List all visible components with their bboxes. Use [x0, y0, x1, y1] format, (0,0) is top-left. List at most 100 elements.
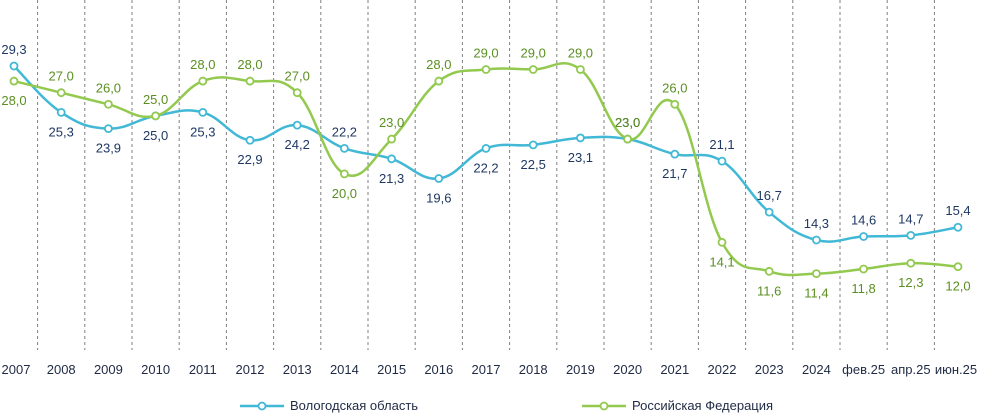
- data-point: [434, 174, 444, 183]
- x-tick-label: 2008: [47, 362, 76, 377]
- data-label: 19,6: [426, 191, 451, 206]
- x-tick-label: 2007: [2, 362, 31, 377]
- x-tick-label: 2010: [141, 362, 170, 377]
- data-point: [245, 76, 255, 86]
- x-tick-label: 2015: [377, 362, 406, 377]
- data-point: [764, 207, 774, 217]
- series-line: [13, 62, 959, 277]
- data-point: [576, 65, 585, 74]
- data-point: [481, 143, 491, 153]
- data-label: 20,0: [332, 186, 357, 201]
- data-point: [812, 269, 821, 279]
- data-point: [528, 140, 538, 150]
- data-label: 27,0: [49, 69, 74, 84]
- data-label: 23,0: [615, 115, 640, 130]
- x-tick-label: 2014: [330, 362, 359, 377]
- data-label: 28,0: [190, 57, 215, 72]
- data-point: [56, 108, 66, 117]
- data-label: 15,4: [945, 203, 970, 218]
- data-point: [859, 232, 868, 241]
- data-label: 23,0: [379, 115, 404, 130]
- chart-grid: [37, 0, 935, 350]
- data-point: [670, 149, 680, 159]
- data-label: 22,2: [473, 160, 498, 175]
- legend-marker: [599, 401, 609, 411]
- x-tick-label: апр.25: [891, 362, 931, 377]
- data-label: 22,5: [521, 157, 546, 172]
- data-label: 25,0: [143, 92, 168, 107]
- x-tick-label: 2011: [189, 362, 217, 377]
- chart-data-labels: 29,3 25,3 23,9 25,0 25,3 22,9 24,2 22,2 21,3 19,6…: [1, 42, 970, 301]
- x-tick-label: фев.25: [842, 362, 885, 377]
- data-label: 29,0: [521, 45, 546, 60]
- data-label: 28,0: [1, 93, 26, 108]
- data-point: [906, 258, 916, 268]
- data-point: [528, 65, 538, 74]
- data-label: 12,3: [898, 275, 923, 290]
- data-label: 29,3: [1, 42, 26, 57]
- data-label: 27,0: [285, 69, 310, 84]
- data-point: [953, 262, 963, 272]
- x-tick-label: 2016: [424, 362, 453, 377]
- x-tick-label: 2021: [660, 362, 689, 377]
- x-tick-label: 2023: [755, 362, 784, 377]
- data-point: [623, 134, 632, 144]
- x-tick-label: 2009: [94, 362, 123, 377]
- data-point: [198, 108, 208, 117]
- data-point: [198, 76, 208, 86]
- data-point: [339, 169, 349, 179]
- data-point: [717, 156, 727, 166]
- data-label: 12,0: [945, 279, 970, 294]
- data-label: 14,6: [851, 213, 876, 228]
- data-point: [481, 65, 491, 74]
- data-point: [387, 134, 397, 144]
- data-point: [576, 133, 585, 143]
- data-label: 29,0: [473, 45, 498, 60]
- data-label: 16,7: [757, 188, 782, 203]
- data-point: [151, 111, 161, 121]
- data-point: [56, 88, 66, 98]
- data-point: [292, 120, 302, 130]
- data-label: 14,7: [898, 211, 923, 226]
- data-point: [906, 230, 916, 240]
- x-tick-label: 2013: [283, 362, 312, 377]
- data-point: [9, 61, 19, 71]
- legend-label: Российская Федерация: [632, 398, 773, 413]
- data-label: 14,1: [709, 254, 734, 269]
- legend-label: Вологодская область: [290, 398, 418, 413]
- data-label: 28,0: [237, 57, 262, 72]
- x-tick-label: 2020: [613, 362, 642, 377]
- x-tick-label: 2022: [708, 362, 737, 377]
- data-label: 26,0: [662, 80, 687, 95]
- x-tick-label: 2024: [802, 362, 831, 377]
- x-tick-label: 2017: [472, 362, 501, 377]
- data-point: [434, 76, 444, 86]
- data-label: 14,3: [804, 216, 829, 231]
- x-axis-ticks: 2007 2008 2009 2010 2011 2012 2013 2014 2015 2016…: [2, 362, 978, 377]
- data-label: 23,1: [568, 150, 593, 165]
- data-label: 23,9: [96, 141, 121, 156]
- chart-markers: [9, 61, 963, 279]
- data-label: 26,0: [96, 80, 121, 95]
- data-label: 25,0: [143, 128, 168, 143]
- data-point: [387, 154, 397, 164]
- data-point: [953, 222, 963, 232]
- x-tick-label: 2012: [236, 362, 265, 377]
- data-point: [670, 99, 680, 109]
- x-tick-label: 2018: [519, 362, 548, 377]
- data-label: 22,9: [237, 152, 262, 167]
- data-point: [859, 264, 868, 274]
- data-label: 23,0: [615, 115, 640, 130]
- data-point: [764, 266, 774, 276]
- data-label: 25,3: [190, 124, 215, 139]
- data-label: 28,0: [426, 57, 451, 72]
- x-tick-label: июн.25: [935, 362, 977, 377]
- data-label: 29,0: [568, 45, 593, 60]
- data-label: 11,6: [757, 283, 781, 298]
- chart-legend: Вологодская область Российская Федерация: [240, 398, 773, 413]
- data-point: [812, 235, 821, 245]
- data-point: [9, 76, 19, 86]
- data-point: [339, 143, 349, 153]
- data-label: 11,4: [804, 286, 828, 301]
